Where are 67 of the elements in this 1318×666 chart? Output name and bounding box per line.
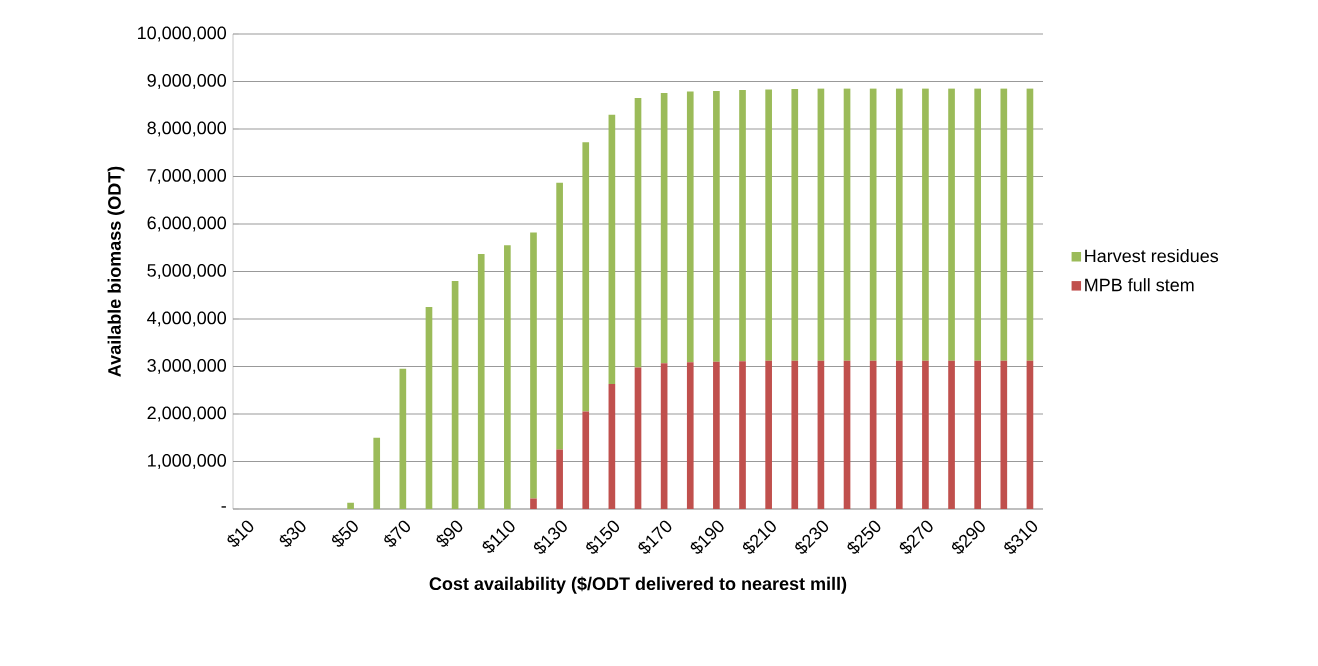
bar — [817, 88, 825, 361]
bar — [922, 88, 929, 361]
y-tick-label: 5,000,000 — [147, 264, 227, 279]
x-axis-title: Cost availability ($/ODT delivered to nearest mill) — [429, 576, 847, 594]
bar — [425, 307, 433, 509]
bar — [974, 88, 982, 361]
bar — [791, 360, 799, 509]
y-tick-label: 4,000,000 — [147, 311, 227, 327]
y-tick-label: 9,000,000 — [147, 74, 227, 89]
y-tick-label: 3,000,000 — [147, 359, 227, 374]
x-tick-label: $70 — [384, 520, 411, 547]
bar — [582, 142, 590, 412]
bar — [1026, 360, 1034, 509]
bar — [895, 88, 903, 361]
x-tick-label: $10 — [227, 520, 254, 547]
bar — [713, 90, 720, 362]
bar — [922, 360, 929, 509]
bar — [347, 502, 354, 509]
bar — [530, 498, 537, 509]
y-tick-label: 1,000,000 — [148, 454, 227, 469]
y-tick-label: - — [221, 506, 226, 508]
x-tick-label: $30 — [279, 520, 306, 547]
bar — [399, 368, 407, 509]
legend-label: Harvest residues — [1085, 249, 1219, 263]
bar — [843, 360, 851, 509]
bar — [1026, 88, 1034, 361]
y-tick-label: 7,000,000 — [147, 169, 227, 184]
bar — [869, 88, 877, 361]
bar — [582, 411, 590, 509]
bar — [974, 360, 982, 509]
bar — [948, 360, 955, 509]
bar — [686, 362, 694, 509]
bar — [791, 89, 799, 361]
bar — [686, 91, 694, 363]
bar — [373, 437, 381, 509]
bar — [608, 384, 616, 509]
bar — [556, 182, 563, 450]
x-tick-label: $90 — [436, 520, 463, 547]
bar — [660, 363, 668, 509]
y-tick-label: 2,000,000 — [147, 406, 227, 422]
bar — [817, 360, 825, 509]
y-axis-title: Available biomass (ODT) — [107, 166, 125, 377]
bar — [713, 361, 720, 509]
x-tick-label: $50 — [331, 520, 358, 547]
y-tick-label: 8,000,000 — [147, 121, 227, 137]
bar — [765, 89, 772, 361]
legend-label: MPB full stem — [1085, 278, 1194, 292]
y-tick-label: 10,000,000 — [138, 26, 227, 42]
bar — [765, 360, 772, 509]
bar — [843, 88, 851, 361]
bar — [634, 367, 642, 509]
bar — [451, 280, 459, 509]
bar — [660, 92, 668, 364]
bar — [477, 253, 485, 509]
bar — [530, 232, 537, 499]
bar — [869, 360, 877, 509]
bar — [1000, 88, 1008, 361]
bar — [504, 245, 511, 509]
bar — [608, 114, 616, 385]
y-tick-label: 6,000,000 — [147, 216, 227, 232]
bar — [739, 90, 746, 362]
bar — [739, 361, 746, 509]
bar — [634, 98, 642, 368]
bar — [948, 88, 955, 361]
bar — [1000, 360, 1008, 509]
bar — [556, 449, 563, 509]
bar — [895, 360, 903, 509]
